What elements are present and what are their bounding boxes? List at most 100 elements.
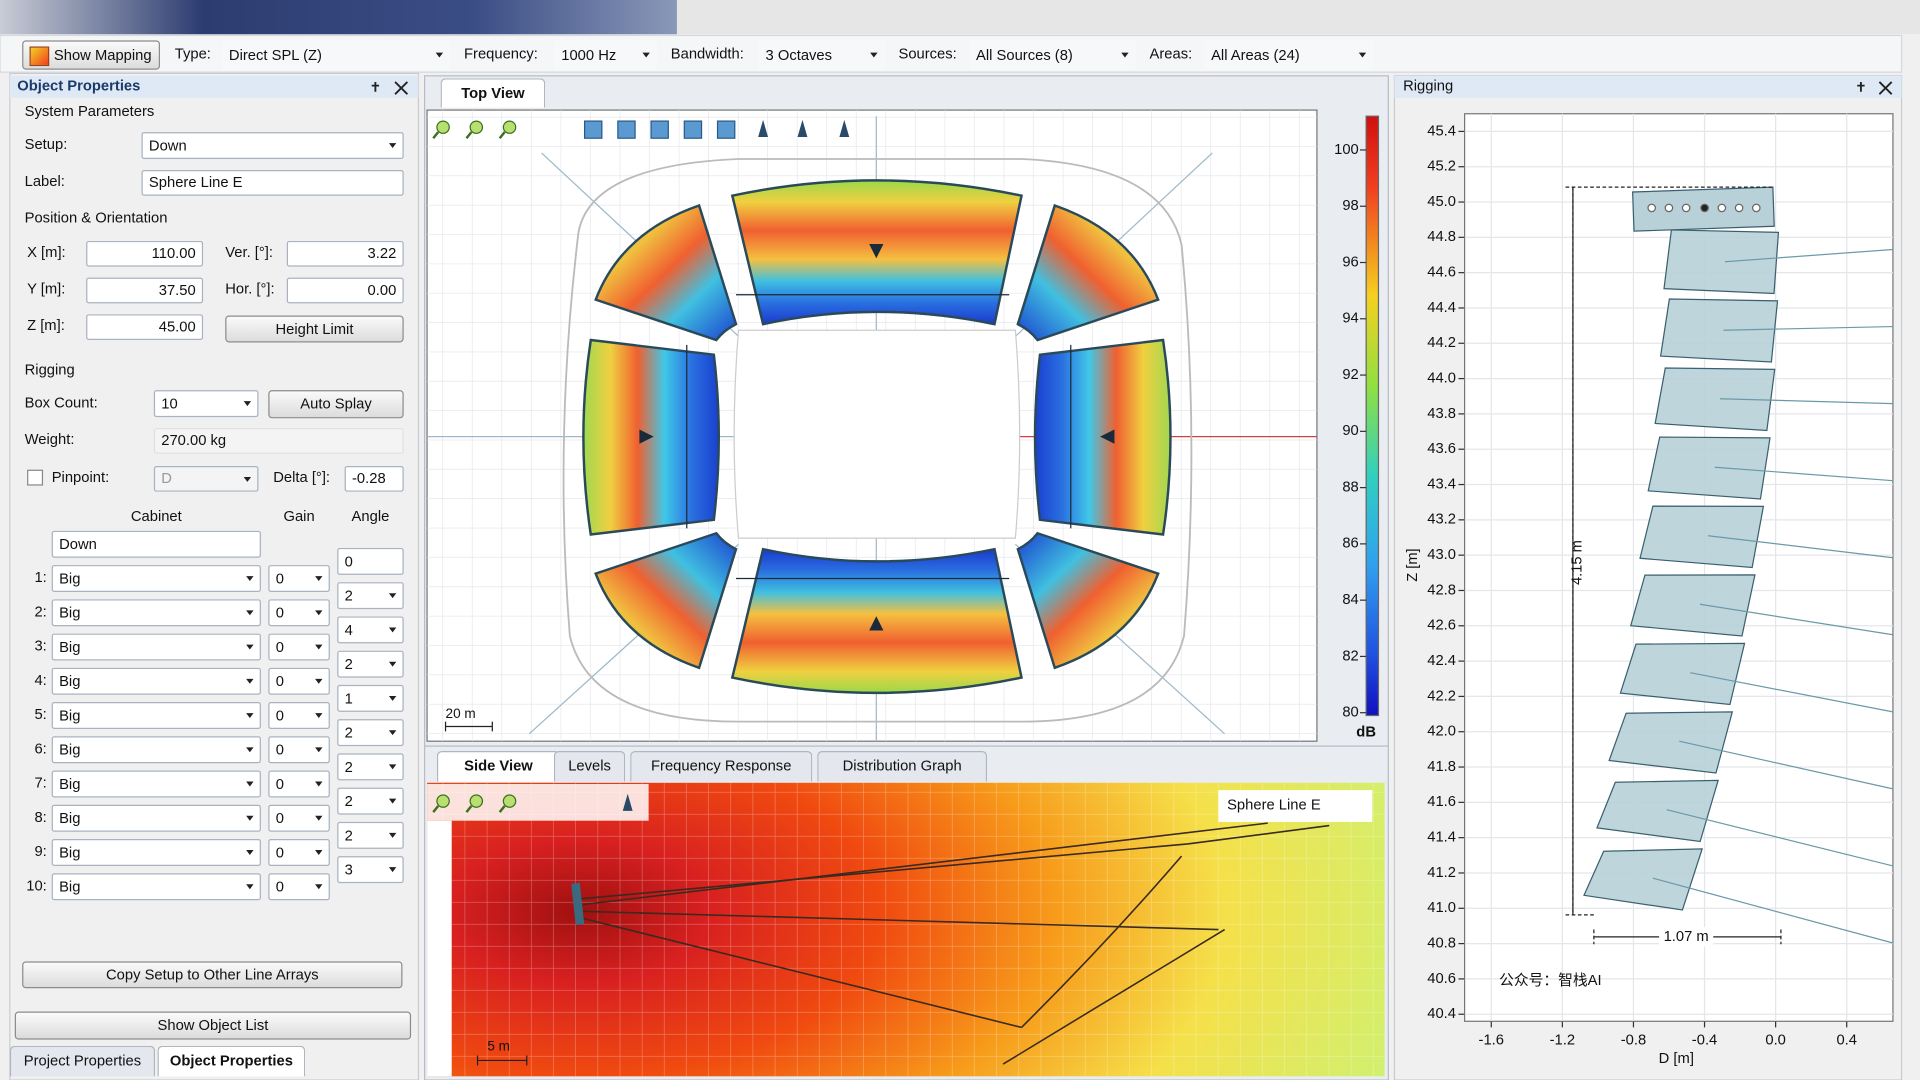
cabinet-combo[interactable]: Big bbox=[51, 839, 261, 866]
y-tick-label: 43.6 bbox=[1427, 441, 1456, 457]
pane-icons bbox=[371, 81, 1893, 95]
watermark: 公众号：智栈AI bbox=[1499, 971, 1602, 989]
auto-splay-button[interactable]: Auto Splay bbox=[268, 390, 404, 419]
sources-combo[interactable]: All Sources (8) bbox=[968, 40, 1137, 70]
y-tick-label: 42.6 bbox=[1427, 618, 1456, 634]
label-input[interactable]: Sphere Line E bbox=[141, 170, 404, 196]
angle-combo[interactable]: 2 bbox=[337, 821, 404, 849]
frequency-combo[interactable]: 1000 Hz bbox=[553, 40, 658, 70]
panel-tab[interactable]: Object Properties bbox=[157, 1045, 306, 1077]
cabinet-combo[interactable]: Big bbox=[51, 770, 261, 798]
angle-combo[interactable]: 1 bbox=[337, 684, 404, 712]
zoom-icon-handle bbox=[498, 131, 506, 139]
gain-combo[interactable]: 0 bbox=[268, 736, 330, 764]
y-tick-label: 44.8 bbox=[1427, 229, 1456, 245]
colorbar-tick-label: 82 bbox=[1342, 648, 1358, 664]
x-tick-label: -0.8 bbox=[1621, 1033, 1646, 1049]
pinpoint-combo[interactable]: D bbox=[153, 466, 259, 492]
gain-combo[interactable]: 0 bbox=[268, 804, 330, 832]
section-label: Position & Orientation bbox=[24, 209, 168, 227]
angle-combo[interactable]: 2 bbox=[337, 582, 404, 610]
colorbar-tick-label: 90 bbox=[1342, 423, 1358, 439]
angle-combo[interactable]: 2 bbox=[337, 787, 404, 815]
arena-outline bbox=[562, 158, 1193, 723]
cabinet-combo[interactable]: Big bbox=[51, 873, 261, 901]
top-cabinet-input[interactable]: Down bbox=[51, 530, 261, 558]
pinpoint-checkbox[interactable] bbox=[27, 469, 44, 486]
view-tab[interactable]: Top View bbox=[440, 78, 546, 108]
corner-block bbox=[594, 203, 738, 342]
side-object-label: Sphere Line E bbox=[1218, 790, 1373, 822]
y-axis-label: Z [m] bbox=[1405, 548, 1421, 581]
rigging-layer: 40.4 40.6 40.8 41.0 41.2 41.4 41.6 41.8 42.0 42.2… bbox=[1405, 113, 1894, 1067]
colorbar-unit: dB bbox=[1356, 725, 1376, 741]
row-index: 6: bbox=[34, 739, 47, 758]
height-limit-button[interactable]: Height Limit bbox=[225, 315, 404, 343]
zoom-icon bbox=[469, 120, 484, 134]
cabinet-combo[interactable]: Big bbox=[51, 633, 261, 661]
view-tab[interactable]: Frequency Response bbox=[630, 750, 813, 782]
cabinet-box bbox=[1596, 779, 1719, 843]
dispersion-line bbox=[1690, 672, 1894, 713]
y-tick-label: 43.0 bbox=[1427, 547, 1456, 563]
cabinet-combo[interactable]: Big bbox=[51, 599, 261, 627]
cabinet-box bbox=[1663, 229, 1780, 295]
cabinet-combo[interactable]: Big bbox=[51, 702, 261, 729]
field-label: Setup: bbox=[24, 135, 68, 153]
field-label: Y [m]: bbox=[27, 280, 66, 298]
colorbar-tick-label: 92 bbox=[1342, 367, 1358, 383]
y-tick-label: 45.2 bbox=[1427, 159, 1456, 175]
areas-combo[interactable]: All Areas (24) bbox=[1203, 40, 1374, 70]
y-input[interactable]: 37.50 bbox=[86, 277, 204, 304]
angle-combo[interactable]: 2 bbox=[337, 753, 404, 781]
box-count-combo[interactable]: 10 bbox=[153, 390, 259, 418]
left-title-bar bbox=[9, 75, 419, 98]
row-index: 9: bbox=[34, 842, 47, 860]
zoom-icon bbox=[502, 794, 517, 808]
row-index: 5: bbox=[34, 705, 47, 723]
type-combo[interactable]: Direct SPL (Z) bbox=[221, 40, 451, 70]
row-index: 1: bbox=[34, 568, 47, 586]
zoom-icon bbox=[436, 794, 450, 808]
cabinet-combo[interactable]: Big bbox=[51, 565, 261, 592]
y-tick-label: 43.4 bbox=[1427, 476, 1456, 492]
cabinet-combo[interactable]: Big bbox=[51, 736, 261, 764]
gain-combo[interactable]: 0 bbox=[268, 839, 330, 866]
colorbar-tick-label: 98 bbox=[1342, 198, 1358, 214]
gain-combo[interactable]: 0 bbox=[268, 667, 330, 695]
setup-combo[interactable]: Down bbox=[141, 132, 404, 160]
cabinet-combo[interactable]: Big bbox=[51, 804, 261, 832]
z-input[interactable]: 45.00 bbox=[86, 314, 204, 341]
hor-input[interactable]: 0.00 bbox=[286, 277, 404, 304]
panel-title: Rigging bbox=[1403, 77, 1454, 95]
angle-combo[interactable]: 2 bbox=[337, 650, 404, 678]
field-label: Box Count: bbox=[24, 393, 98, 411]
angle-combo[interactable]: 3 bbox=[337, 856, 404, 884]
view-tab[interactable]: Side View bbox=[436, 750, 561, 782]
delta-input[interactable]: -0.28 bbox=[344, 466, 404, 492]
cabinet-combo[interactable]: Big bbox=[51, 667, 261, 695]
bandwidth-combo[interactable]: 3 Octaves bbox=[758, 40, 885, 70]
gain-combo[interactable]: 0 bbox=[268, 702, 330, 729]
row-index: 4: bbox=[34, 671, 47, 689]
gain-combo[interactable]: 0 bbox=[268, 599, 330, 627]
field-label: Delta [°]: bbox=[273, 468, 331, 486]
show-mapping-button[interactable]: Show Mapping bbox=[22, 40, 161, 70]
toolbar-icons bbox=[432, 119, 850, 813]
show-object-list-button[interactable]: Show Object List bbox=[14, 1011, 412, 1040]
angle-combo[interactable]: 2 bbox=[337, 719, 404, 747]
view-tab[interactable]: Distribution Graph bbox=[817, 750, 988, 782]
gain-combo[interactable]: 0 bbox=[268, 770, 330, 798]
gain-combo[interactable]: 0 bbox=[268, 633, 330, 661]
ver-input[interactable]: 3.22 bbox=[286, 240, 404, 267]
view-tab[interactable]: Levels bbox=[553, 750, 626, 782]
copy-setup-button[interactable]: Copy Setup to Other Line Arrays bbox=[22, 961, 403, 989]
y-tick-label: 41.6 bbox=[1427, 794, 1456, 810]
x-input[interactable]: 110.00 bbox=[86, 240, 204, 267]
panel-tab[interactable]: Project Properties bbox=[9, 1045, 156, 1077]
top-angle-input[interactable]: 0 bbox=[337, 547, 404, 575]
gain-combo[interactable]: 0 bbox=[268, 873, 330, 901]
gain-combo[interactable]: 0 bbox=[268, 565, 330, 592]
field-label: Weight: bbox=[24, 430, 75, 448]
angle-combo[interactable]: 4 bbox=[337, 616, 404, 644]
